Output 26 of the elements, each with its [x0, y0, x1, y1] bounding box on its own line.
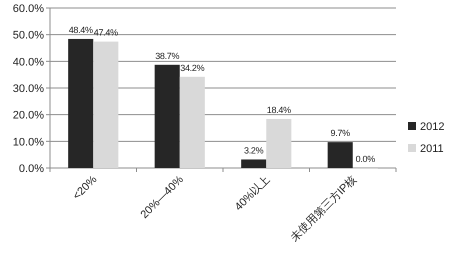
- y-tick-label: 30.0%: [12, 83, 44, 95]
- data-label: 9.7%: [330, 128, 350, 138]
- x-tick-label: 未使用第三方IP核: [288, 172, 359, 244]
- bar: [328, 142, 353, 168]
- bar: [180, 76, 205, 168]
- bar: [266, 118, 292, 168]
- data-label: 3.2%: [244, 145, 264, 156]
- data-label: 38.7%: [155, 50, 180, 61]
- bar: [93, 42, 118, 168]
- data-label: 0.0%: [356, 154, 376, 164]
- legend-label: 2011: [420, 143, 444, 155]
- data-label: 18.4%: [266, 104, 292, 115]
- x-tick-label: 40%以上: [232, 172, 272, 214]
- y-tick-label: 40.0%: [12, 56, 44, 68]
- y-tick-label: 0.0%: [18, 163, 44, 175]
- bar: [68, 38, 94, 168]
- data-label: 48.4%: [68, 24, 94, 35]
- y-tick-label: 10.0%: [12, 136, 44, 148]
- y-tick-label: 50.0%: [12, 30, 44, 42]
- legend-label: 2012: [420, 121, 444, 133]
- data-label: 34.2%: [180, 62, 205, 73]
- y-tick-label: 20.0%: [12, 110, 44, 122]
- bar: [241, 159, 266, 168]
- bar: [154, 64, 180, 168]
- y-tick-label: 60.0%: [12, 3, 44, 15]
- data-label: 47.4%: [94, 28, 118, 38]
